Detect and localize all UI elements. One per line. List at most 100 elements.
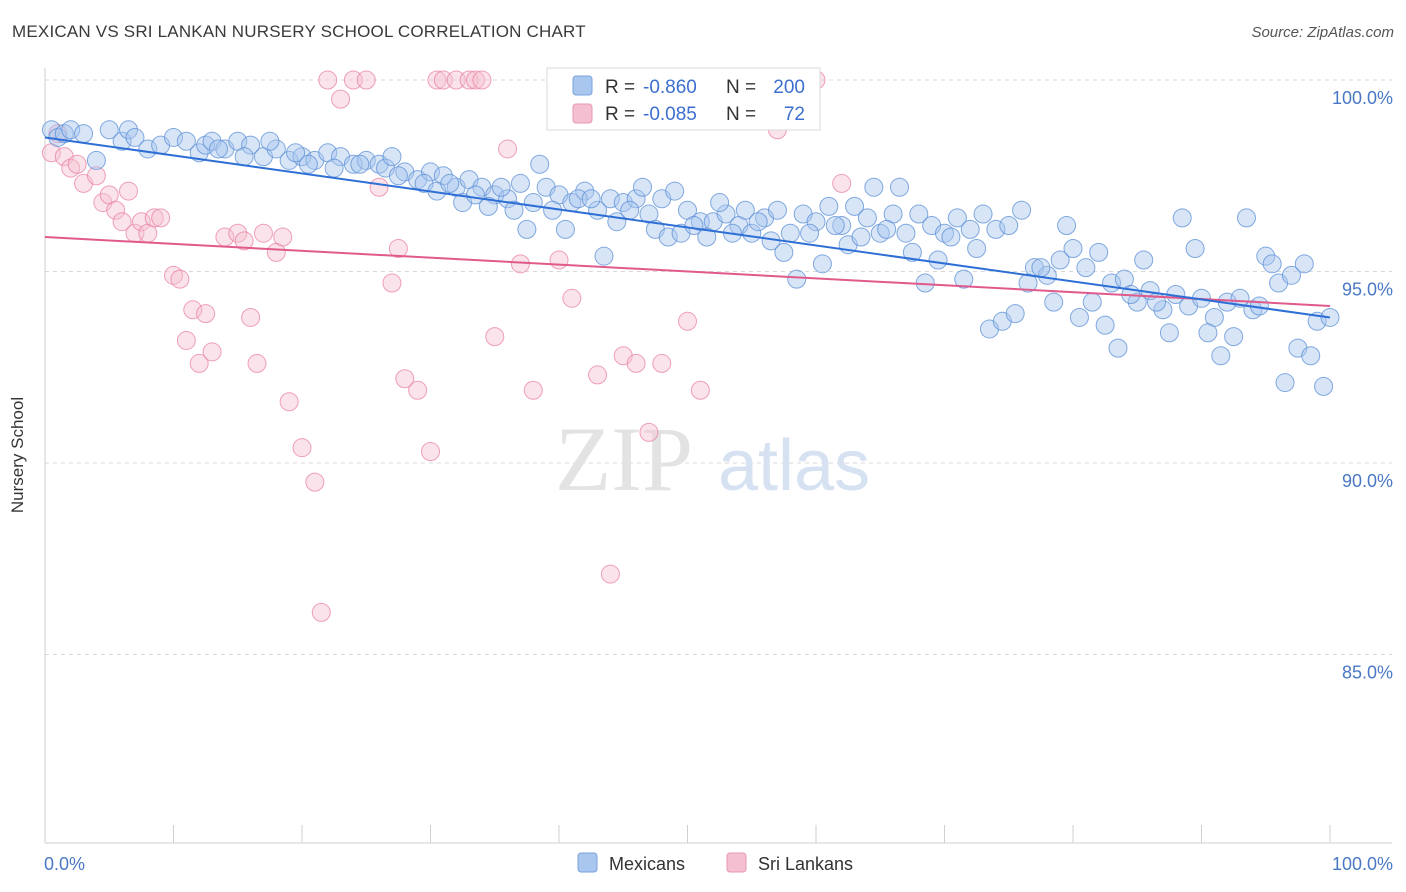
legend-swatch-srilankans [572, 103, 593, 124]
mexicans-point [600, 189, 620, 209]
legend-box: R = -0.860 N = 200 R = -0.085 N = 72 [546, 67, 821, 131]
mexicans-point [1256, 246, 1276, 266]
mexicans-point [74, 124, 94, 144]
srilankans-point [311, 602, 331, 622]
mexicans-point [735, 200, 755, 220]
srilankans-point [151, 208, 171, 228]
srilankans-point [600, 564, 620, 584]
mexicans-point [613, 193, 633, 213]
mexicans-point [1211, 346, 1231, 366]
srilankans-point [498, 139, 518, 159]
mexicans-point [928, 250, 948, 270]
mexicans-point [864, 177, 884, 197]
mexicans-point [902, 242, 922, 262]
y-tick-label-1: 95.0% [1342, 280, 1393, 300]
srilankans-point [112, 212, 132, 232]
mexicans-point [665, 181, 685, 201]
mexicans-point [523, 193, 543, 213]
series-mexicans-points [41, 120, 1340, 396]
srilankans-point [247, 353, 267, 373]
srilankans-point [382, 273, 402, 293]
mexicans-point [266, 139, 286, 159]
srilankans-point [832, 173, 852, 193]
mexicans-point [1005, 304, 1025, 324]
mexicans-point [825, 216, 845, 236]
srilankans-point [170, 269, 190, 289]
srilankans-point [241, 307, 261, 327]
mexicans-point [1230, 288, 1250, 308]
srilankans-point [652, 353, 672, 373]
mexicans-point [1012, 200, 1032, 220]
mexicans-point [800, 223, 820, 243]
mexicans-point [1275, 373, 1295, 393]
mexicans-point [1069, 307, 1089, 327]
srilankans-point [86, 166, 106, 186]
srilankans-point [331, 89, 351, 109]
mexicans-point [421, 162, 440, 182]
mexicans-point [620, 200, 640, 220]
watermark-zip: ZIP [555, 408, 693, 510]
mexicans-point [973, 204, 993, 224]
srilankans-point [253, 223, 273, 243]
mexicans-point [767, 200, 787, 220]
legend-n-value-srilankans: 72 [784, 104, 805, 125]
srilankans-point [273, 227, 293, 247]
legend-n-value-mexicans: 200 [773, 77, 805, 98]
mexicans-point [164, 127, 183, 147]
srilankans-point [639, 422, 659, 442]
bottom-legend-label-srilankans: Sri Lankans [758, 854, 853, 874]
mexicans-point [86, 150, 106, 170]
srilankans-point [549, 250, 569, 270]
srilankans-point [472, 70, 492, 90]
srilankans-point [626, 353, 646, 373]
trend-line-mexicans [44, 136, 1331, 319]
mexicans-point [1089, 242, 1109, 262]
mexicans-point [1127, 292, 1147, 312]
srilankans-point [562, 288, 582, 308]
mexicans-point [298, 154, 318, 174]
mexicans-point [1294, 254, 1314, 274]
mexicans-point [343, 154, 363, 174]
mexicans-point [350, 154, 370, 174]
srilankans-point [427, 70, 447, 90]
x-tick-labels: 0.0% 100.0% [44, 854, 1393, 874]
mexicans-point [1236, 208, 1256, 228]
srilankans-point [523, 380, 543, 400]
mexicans-point [119, 120, 139, 140]
mexicans-point [890, 177, 910, 197]
mexicans-point [947, 208, 967, 228]
mexicans-point [1108, 338, 1128, 358]
mexicans-point [716, 204, 736, 224]
mexicans-point [234, 147, 254, 167]
mexicans-point [1082, 292, 1102, 312]
mexicans-point [176, 131, 196, 151]
mexicans-point [877, 219, 897, 239]
mexicans-point [1018, 273, 1038, 293]
srilankans-point [485, 327, 505, 347]
x-tick-label-min: 0.0% [44, 854, 85, 874]
axes [44, 68, 1392, 844]
srilankans-point [67, 154, 87, 174]
x-ticks [173, 825, 1331, 843]
mexicans-point [465, 185, 485, 205]
srilankans-point [588, 365, 608, 385]
trend-line-srilankans [44, 236, 1331, 307]
x-tick-label-max: 100.0% [1332, 854, 1393, 874]
srilankans-point [305, 472, 325, 492]
srilankans-point [234, 231, 254, 251]
mexicans-point [1095, 315, 1115, 335]
srilankans-point [279, 392, 299, 412]
legend-r-value-mexicans: -0.860 [643, 77, 697, 98]
srilankans-point [318, 70, 338, 90]
mexicans-point [1037, 265, 1057, 285]
mexicans-point [112, 131, 132, 151]
mexicans-point [594, 246, 614, 266]
mexicans-point [1057, 216, 1077, 236]
srilankans-point [395, 369, 415, 389]
chart-title: MEXICAN VS SRI LANKAN NURSERY SCHOOL COR… [12, 22, 586, 41]
mexicans-point [896, 223, 916, 243]
mexicans-point [787, 269, 807, 289]
mexicans-point [1262, 254, 1282, 274]
mexicans-point [491, 177, 511, 197]
